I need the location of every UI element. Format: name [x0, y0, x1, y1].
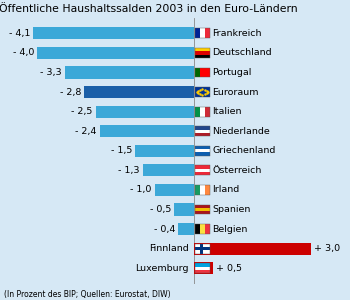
Bar	[195, 244, 210, 254]
Bar	[195, 87, 210, 97]
Text: Niederlande: Niederlande	[212, 127, 270, 136]
Text: - 1,0: - 1,0	[130, 185, 152, 194]
Text: Belgien: Belgien	[212, 224, 247, 233]
Text: Griechenland: Griechenland	[212, 146, 275, 155]
Bar	[200, 28, 205, 38]
Bar	[195, 263, 210, 266]
Bar	[200, 68, 205, 77]
Bar	[194, 242, 311, 255]
Text: Luxemburg: Luxemburg	[135, 264, 189, 273]
Bar	[84, 86, 194, 98]
Bar	[200, 244, 203, 254]
Text: (In Prozent des BIP; Quellen: Eurostat, DIW): (In Prozent des BIP; Quellen: Eurostat, …	[4, 290, 170, 298]
Bar	[205, 185, 210, 195]
Bar	[195, 48, 210, 51]
Text: Frankreich: Frankreich	[212, 29, 262, 38]
Text: Italien: Italien	[212, 107, 241, 116]
Text: Portugal: Portugal	[212, 68, 252, 77]
Bar	[195, 126, 210, 136]
Bar	[195, 248, 210, 250]
Text: - 0,5: - 0,5	[150, 205, 171, 214]
Text: Finnland: Finnland	[149, 244, 189, 253]
Bar	[195, 169, 210, 172]
Bar	[195, 185, 210, 195]
Bar	[174, 203, 194, 215]
Bar	[195, 28, 210, 38]
Bar	[195, 211, 210, 214]
Bar	[205, 68, 210, 77]
Bar	[195, 205, 210, 214]
Text: Deutschland: Deutschland	[212, 48, 272, 57]
Bar	[195, 152, 210, 156]
Bar	[195, 87, 210, 97]
Text: - 0,4: - 0,4	[154, 224, 175, 233]
Text: - 3,3: - 3,3	[40, 68, 62, 77]
Bar	[195, 68, 210, 77]
Bar	[195, 126, 210, 130]
Bar	[200, 224, 205, 234]
Bar	[200, 107, 205, 116]
Bar	[195, 48, 210, 58]
Bar	[155, 184, 194, 196]
Bar	[195, 130, 210, 133]
Text: - 2,8: - 2,8	[60, 88, 81, 97]
Bar	[96, 106, 194, 118]
Text: - 4,0: - 4,0	[13, 48, 34, 57]
Bar	[195, 205, 210, 208]
Text: + 0,5: + 0,5	[216, 264, 243, 273]
Bar	[195, 263, 210, 273]
Bar	[195, 266, 210, 270]
Text: - 2,5: - 2,5	[71, 107, 93, 116]
Bar	[195, 185, 200, 195]
Bar	[195, 166, 210, 169]
Text: - 4,1: - 4,1	[9, 29, 30, 38]
Bar	[135, 145, 194, 157]
Bar	[205, 28, 210, 38]
Bar	[195, 172, 210, 175]
Bar	[37, 47, 194, 59]
Bar	[33, 27, 194, 39]
Text: Irland: Irland	[212, 185, 239, 194]
Bar	[195, 28, 200, 38]
Bar	[195, 270, 210, 273]
Bar	[143, 164, 194, 176]
Bar	[65, 66, 194, 79]
Text: Spanien: Spanien	[212, 205, 251, 214]
Bar	[195, 208, 210, 211]
Bar	[195, 107, 210, 116]
Bar	[195, 51, 210, 55]
Text: - 2,4: - 2,4	[75, 127, 97, 136]
Text: - 1,3: - 1,3	[118, 166, 140, 175]
Text: Österreich: Österreich	[212, 166, 261, 175]
Bar	[195, 224, 210, 234]
Bar	[195, 224, 200, 234]
Bar	[194, 262, 213, 274]
Bar	[205, 224, 210, 234]
Bar	[200, 185, 205, 195]
Text: - 1,5: - 1,5	[111, 146, 132, 155]
Bar	[100, 125, 194, 137]
Bar	[205, 107, 210, 116]
Bar	[195, 107, 200, 116]
Bar	[195, 68, 200, 77]
Bar	[195, 166, 210, 175]
Bar	[195, 244, 210, 254]
Text: Euroraum: Euroraum	[212, 88, 259, 97]
Bar	[195, 149, 210, 152]
Text: + 3,0: + 3,0	[314, 244, 341, 253]
Bar	[195, 55, 210, 58]
Bar	[195, 146, 210, 156]
Bar	[195, 146, 210, 149]
Bar	[178, 223, 194, 235]
Text: Öffentliche Haushaltssalden 2003 in den Euro-Ländern: Öffentliche Haushaltssalden 2003 in den …	[0, 4, 298, 14]
Bar	[195, 133, 210, 136]
